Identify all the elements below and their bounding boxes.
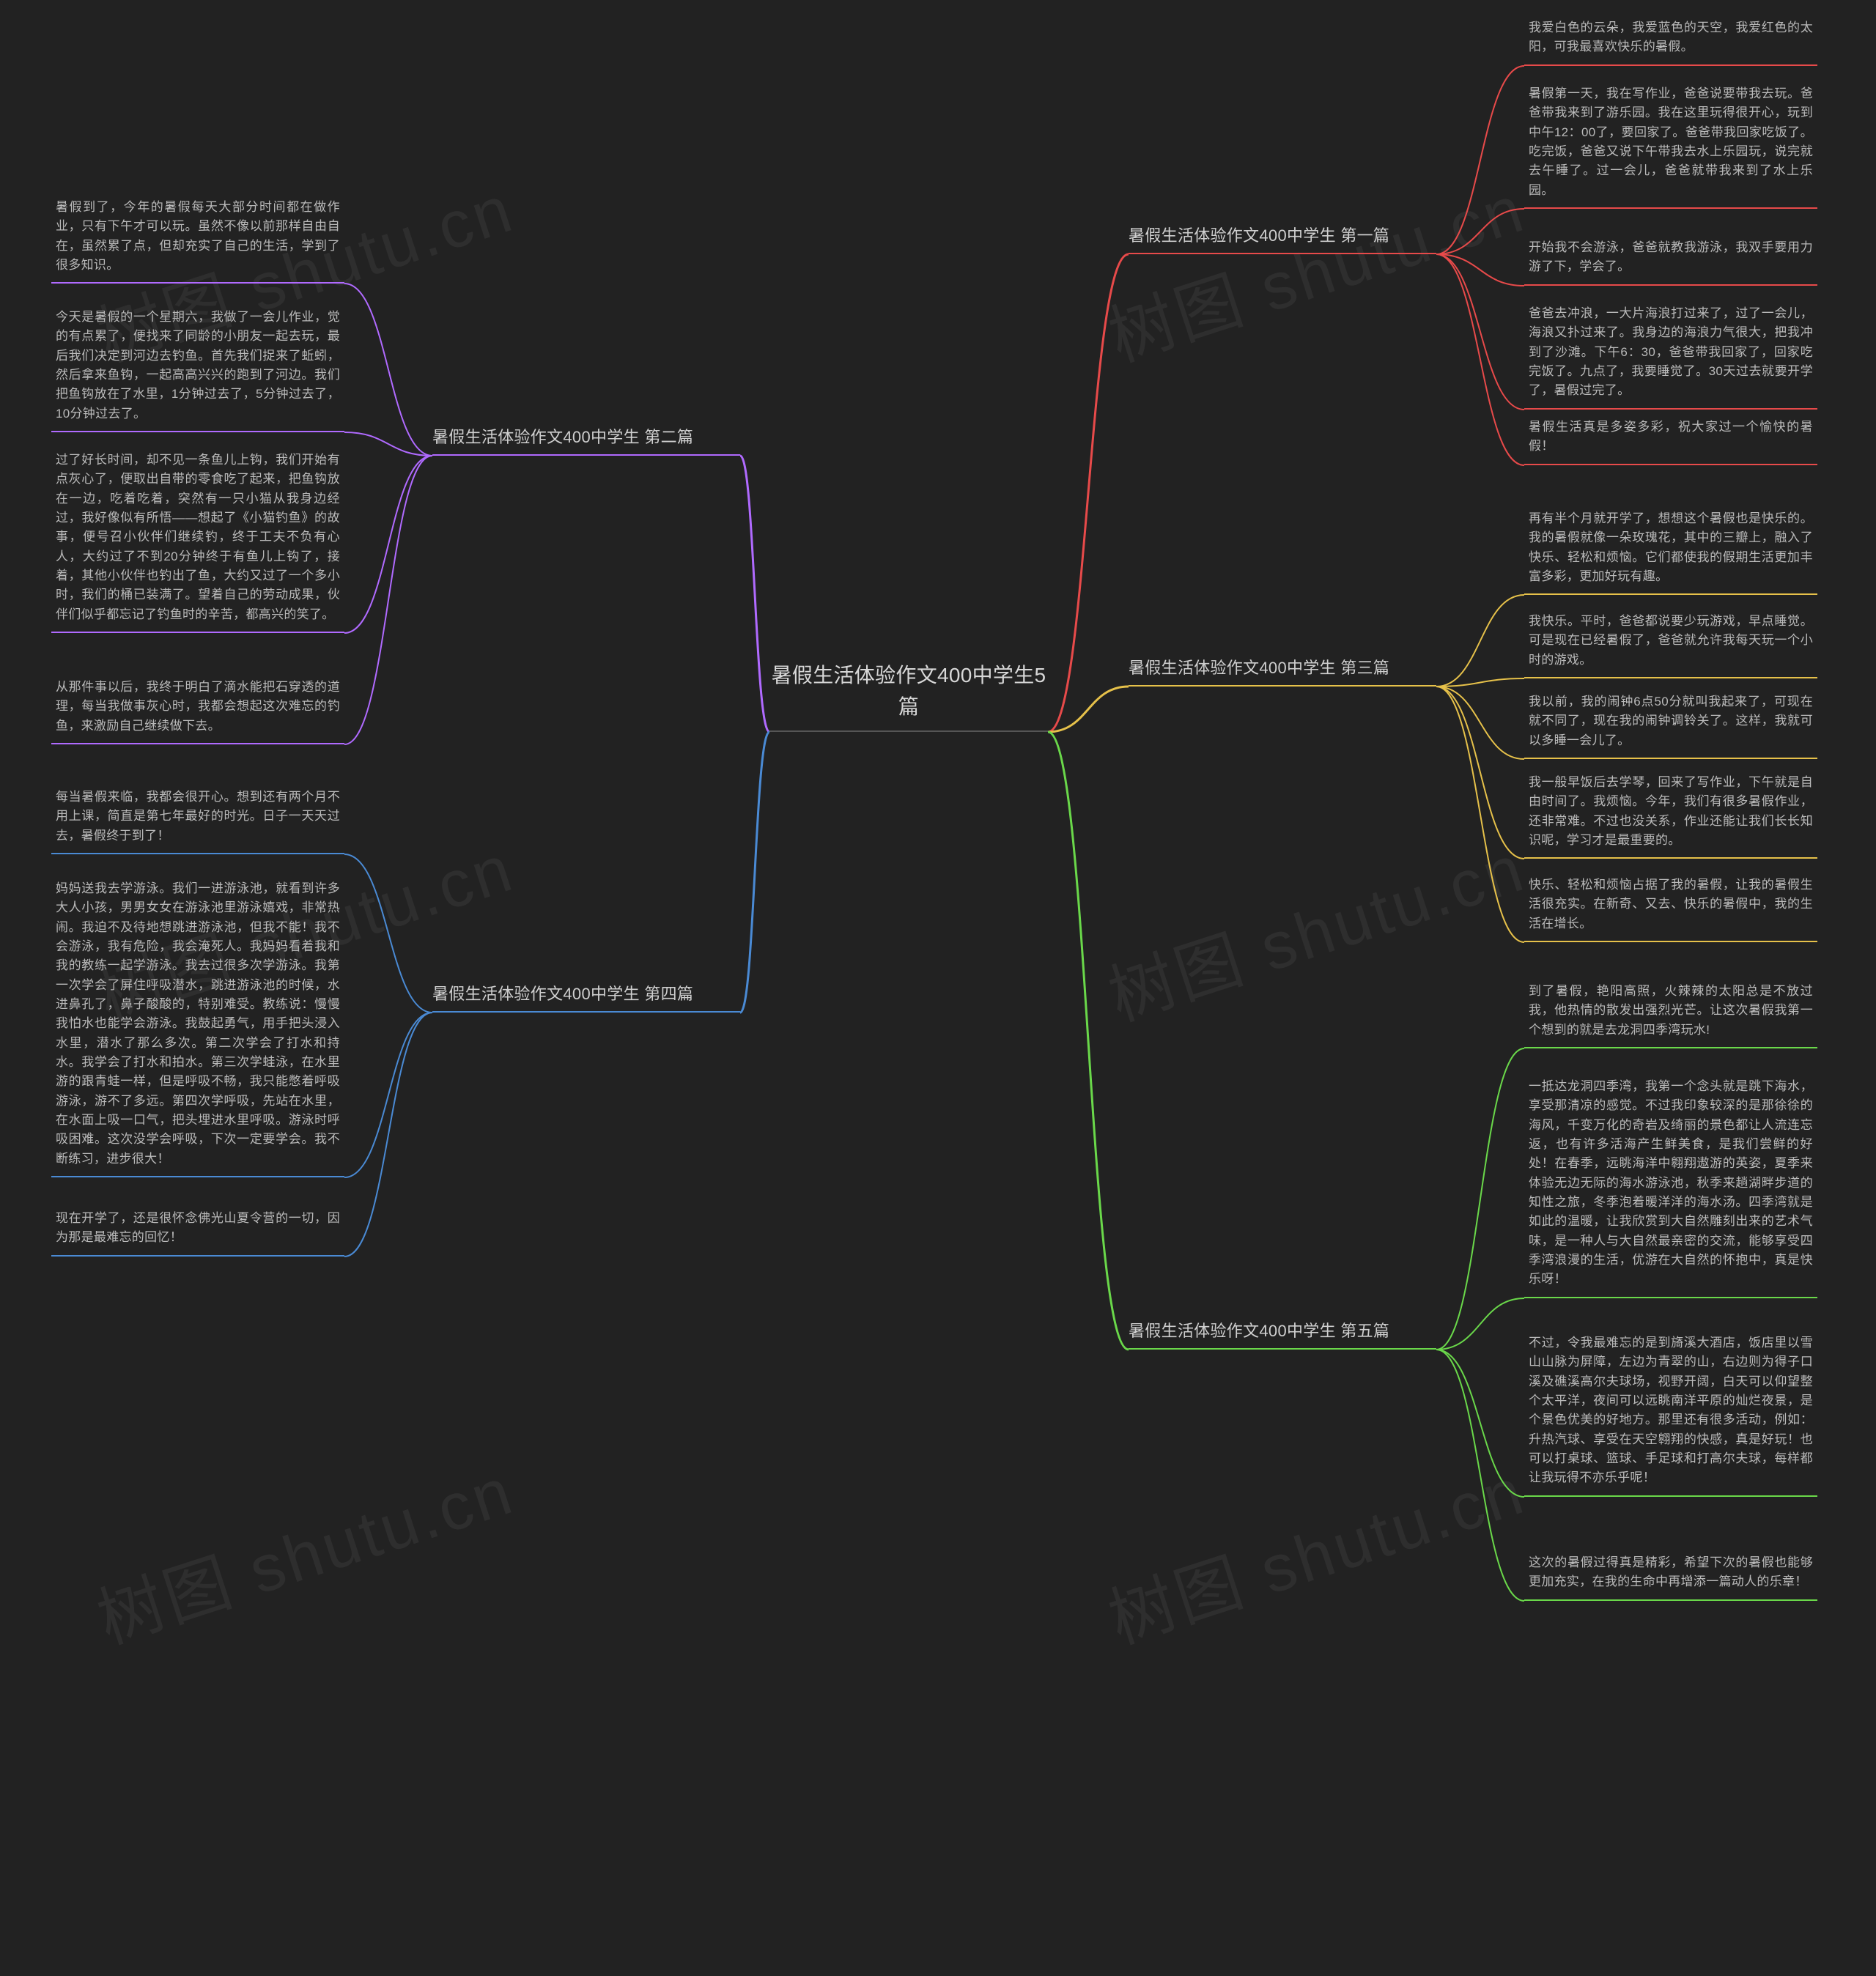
leaf-b5-0: 到了暑假，艳阳高照，火辣辣的太阳总是不放过我，他热情的散发出强烈光芒。让这次暑假… [1524,982,1817,1048]
watermark: 树图 shutu.cn [1095,815,1535,1039]
leaf-b1-0: 我爱白色的云朵，我爱蓝色的天空，我爱红色的太阳，可我最喜欢快乐的暑假。 [1524,18,1817,66]
leaf-b3-4: 快乐、轻松和烦恼占据了我的暑假，让我的暑假生活很充实。在新奇、又去、快乐的暑假中… [1524,876,1817,942]
leaf-b1-2: 开始我不会游泳，爸爸就教我游泳，我双手要用力游了下，学会了。 [1524,238,1817,286]
watermark: 树图 shutu.cn [1095,155,1535,380]
branch-b2: 暑假生活体验作文400中学生 第二篇 [432,425,740,456]
leaf-b3-0: 再有半个月就开学了，想想这个暑假也是快乐的。我的暑假就像一朵玫瑰花，其中的三瓣上… [1524,509,1817,595]
branch-b5: 暑假生活体验作文400中学生 第五篇 [1129,1319,1436,1350]
leaf-b4-1: 妈妈送我去学游泳。我们一进游泳池，就看到许多大人小孩，男男女女在游泳池里游泳嬉戏… [51,879,344,1177]
mindmap-root: 暑假生活体验作文400中学生5篇 [769,659,1048,732]
leaf-b3-1: 我快乐。平时，爸爸都说要少玩游戏，早点睡觉。可是现在已经暑假了，爸爸就允许我每天… [1524,612,1817,678]
leaf-b5-3: 这次的暑假过得真是精彩，希望下次的暑假也能够更加充实，在我的生命中再增添一篇动人… [1524,1553,1817,1601]
leaf-b4-2: 现在开学了，还是很怀念佛光山夏令营的一切，因为那是最难忘的回忆！ [51,1209,344,1257]
leaf-b3-2: 我以前，我的闹钟6点50分就叫我起来了，可现在就不同了，现在我的闹钟调铃关了。这… [1524,692,1817,759]
leaf-b1-1: 暑假第一天，我在写作业，爸爸说要带我去玩。爸爸带我来到了游乐园。我在这里玩得很开… [1524,84,1817,209]
leaf-b4-0: 每当暑假来临，我都会很开心。想到还有两个月不用上课，简直是第七年最好的时光。日子… [51,788,344,854]
branch-b3: 暑假生活体验作文400中学生 第三篇 [1129,656,1436,687]
leaf-b2-1: 今天是暑假的一个星期六，我做了一会儿作业，觉的有点累了，便找来了同龄的小朋友一起… [51,308,344,432]
branch-b1: 暑假生活体验作文400中学生 第一篇 [1129,223,1436,254]
leaf-b2-2: 过了好长时间，却不见一条鱼儿上钩，我们开始有点灰心了，便取出自带的零食吃了起来，… [51,451,344,633]
watermark: 树图 shutu.cn [1095,1437,1535,1662]
leaf-b5-1: 一抵达龙洞四季湾，我第一个念头就是跳下海水，享受那清凉的感觉。不过我印象较深的是… [1524,1077,1817,1298]
leaf-b3-3: 我一般早饭后去学琴，回来了写作业，下午就是自由时间了。我烦恼。今年，我们有很多暑… [1524,773,1817,859]
leaf-b5-2: 不过，令我最难忘的是到旖溪大酒店，饭店里以雪山山脉为屏障，左边为青翠的山，右边则… [1524,1333,1817,1497]
leaf-b1-3: 爸爸去冲浪，一大片海浪打过来了，过了一会儿，海浪又扑过来了。我身边的海浪力气很大… [1524,304,1817,410]
leaf-b2-0: 暑假到了，今年的暑假每天大部分时间都在做作业，只有下午才可以玩。虽然不像以前那样… [51,198,344,284]
leaf-b2-3: 从那件事以后，我终于明白了滴水能把石穿透的道理，每当我做事灰心时，我都会想起这次… [51,678,344,744]
watermark: 树图 shutu.cn [84,1437,524,1662]
branch-b4: 暑假生活体验作文400中学生 第四篇 [432,982,740,1013]
leaf-b1-4: 暑假生活真是多姿多彩，祝大家过一个愉快的暑假！ [1524,418,1817,465]
